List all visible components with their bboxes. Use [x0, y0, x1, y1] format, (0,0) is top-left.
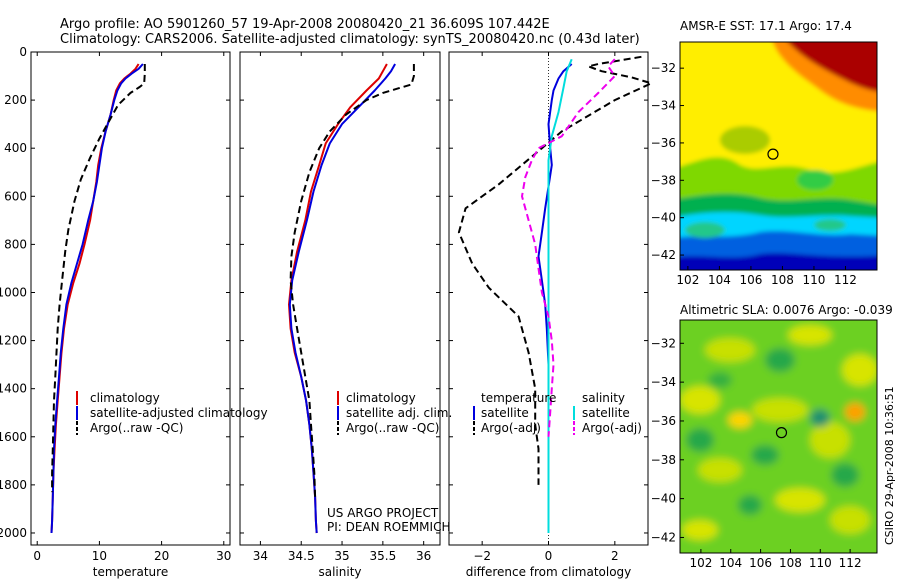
x-tick-label: 0 — [545, 549, 553, 563]
x-tick-label: −2 — [473, 549, 491, 563]
map-x-tick-label: 106 — [749, 556, 772, 570]
map-y-tick-label: −32 — [651, 61, 676, 75]
map-x-tick-label: 110 — [809, 556, 832, 570]
credit-pi: PI: DEAN ROEMMICH — [327, 520, 450, 534]
plot-frame — [239, 51, 441, 546]
argo-location-marker — [767, 148, 779, 160]
map-x-tick-label: 104 — [708, 273, 731, 287]
temperature-panel: 0 10 20 30 temperature 0 200 400 600 800 1000 1200 1… — [0, 45, 231, 579]
sst-map-axes: 102 104 106 108 110 112 −32 −34 −36 −38 −40 −42 — [651, 61, 857, 287]
x-tick-label: 35.5 — [369, 549, 396, 563]
map-x-tick-label: 102 — [689, 556, 712, 570]
sst-map: 102 104 106 108 110 112 −32 −34 −36 −38 −40 −42 — [651, 41, 878, 287]
map-y-tick-label: −32 — [651, 336, 676, 350]
map-y-tick-label: −42 — [651, 248, 676, 262]
x-tick-label: 34.5 — [288, 549, 315, 563]
credit-project: US ARGO PROJECT — [327, 506, 439, 520]
x-axis-label: temperature — [93, 565, 168, 579]
map-x-tick-label: 108 — [771, 273, 794, 287]
x-axis-label: difference from climatology — [466, 565, 632, 579]
x-tick-label: 20 — [154, 549, 169, 563]
map-y-tick-label: −34 — [651, 375, 676, 389]
map-y-tick-label: −38 — [651, 173, 676, 187]
series-line-argo-raw-qc — [289, 64, 415, 497]
map-x-tick-label: 112 — [834, 273, 857, 287]
series-line-salinity-satellite — [547, 58, 573, 533]
sla-map-axes: 102 104 106 108 110 112 −32 −34 −36 −38 −40 −42 — [651, 336, 862, 570]
sla-map-frame — [679, 319, 878, 554]
map-x-tick-label: 110 — [803, 273, 826, 287]
salinity-panel: 34 34.5 35 35.5 36 salinity — [239, 51, 441, 579]
difference-panel: −2 0 2 difference from climatology — [448, 51, 653, 579]
figure-title-line1: Argo profile: AO 5901260_57 19-Apr-2008 … — [60, 17, 550, 32]
map-x-tick-label: 112 — [839, 556, 862, 570]
y-tick-label: 1400 — [0, 382, 27, 396]
legend-label: satellite adj. clim. — [346, 406, 452, 420]
series-line-argo-raw-qc — [51, 64, 146, 493]
series-line-satellite-adjusted-climatology — [50, 63, 144, 534]
map-y-tick-label: −42 — [651, 530, 676, 544]
series-line-salinity-argo-adj — [521, 58, 616, 437]
legend-label: satellite — [582, 406, 630, 420]
legend-label: satellite-adjusted climatology — [90, 406, 268, 420]
legend-label: Argo(..raw -QC) — [90, 421, 183, 435]
x-tick-label: 35 — [334, 549, 349, 563]
y-tick-label: 400 — [4, 141, 27, 155]
sst-map-frame — [679, 41, 878, 271]
y-tick-label: 1000 — [0, 285, 27, 299]
sla-map-title: Altimetric SLA: 0.0076 Argo: -0.039 — [680, 303, 893, 317]
legend-label: Argo(-adj) — [481, 421, 541, 435]
sst-map-title: AMSR-E SST: 17.1 Argo: 17.4 — [680, 19, 852, 33]
y-tick-label: 2000 — [0, 526, 27, 540]
legend-label: Argo(-adj) — [582, 421, 642, 435]
map-y-tick-label: −40 — [651, 492, 676, 506]
legend-label: climatology — [90, 391, 160, 405]
x-tick-label: 36 — [416, 549, 431, 563]
map-y-tick-label: −38 — [651, 453, 676, 467]
map-x-tick-label: 102 — [676, 273, 699, 287]
series-line-temperature-argo-adj — [457, 55, 653, 485]
legend-title-salinity: salinity — [582, 391, 625, 405]
y-tick-label: 200 — [4, 93, 27, 107]
legend-label: Argo(..raw -QC) — [346, 421, 439, 435]
legend-title-temperature: temperature — [481, 391, 556, 405]
figure-title-line2: Climatology: CARS2006. Satellite-adjuste… — [60, 32, 640, 47]
x-tick-label: 0 — [33, 549, 41, 563]
map-y-tick-label: −36 — [651, 136, 676, 150]
x-tick-label: 34 — [253, 549, 268, 563]
x-tick-label: 30 — [216, 549, 231, 563]
argo-location-marker — [775, 427, 788, 439]
legend-label: climatology — [346, 391, 416, 405]
map-x-tick-label: 106 — [739, 273, 762, 287]
salinity-legend: climatology satellite adj. clim. Argo(..… — [337, 391, 452, 435]
y-tick-label: 1200 — [0, 334, 27, 348]
y-tick-label: 600 — [4, 189, 27, 203]
y-tick-label: 1800 — [0, 478, 27, 492]
sst-field — [680, 42, 877, 270]
plot-frame — [30, 51, 231, 546]
map-x-tick-label: 104 — [719, 556, 742, 570]
x-tick-label: 10 — [92, 549, 107, 563]
y-tick-label: 800 — [4, 237, 27, 251]
map-x-tick-label: 108 — [779, 556, 802, 570]
map-y-tick-label: −34 — [651, 99, 676, 113]
legend-label: satellite — [481, 406, 529, 420]
x-axis-label: salinity — [318, 565, 361, 579]
sla-map: 102 104 106 108 110 112 −32 −34 −36 −38 −40 −42 — [651, 319, 878, 570]
csiro-stamp: CSIRO 29-Apr-2008 10:36:51 — [883, 386, 896, 545]
map-y-tick-label: −40 — [651, 211, 676, 225]
difference-legend: temperature satellite Argo(-adj) salinit… — [473, 391, 642, 435]
y-tick-label: 0 — [19, 45, 27, 59]
y-tick-label: 1600 — [0, 430, 27, 444]
temperature-legend: climatology satellite-adjusted climatolo… — [76, 391, 268, 435]
x-tick-label: 2 — [611, 549, 619, 563]
map-y-tick-label: −36 — [651, 414, 676, 428]
